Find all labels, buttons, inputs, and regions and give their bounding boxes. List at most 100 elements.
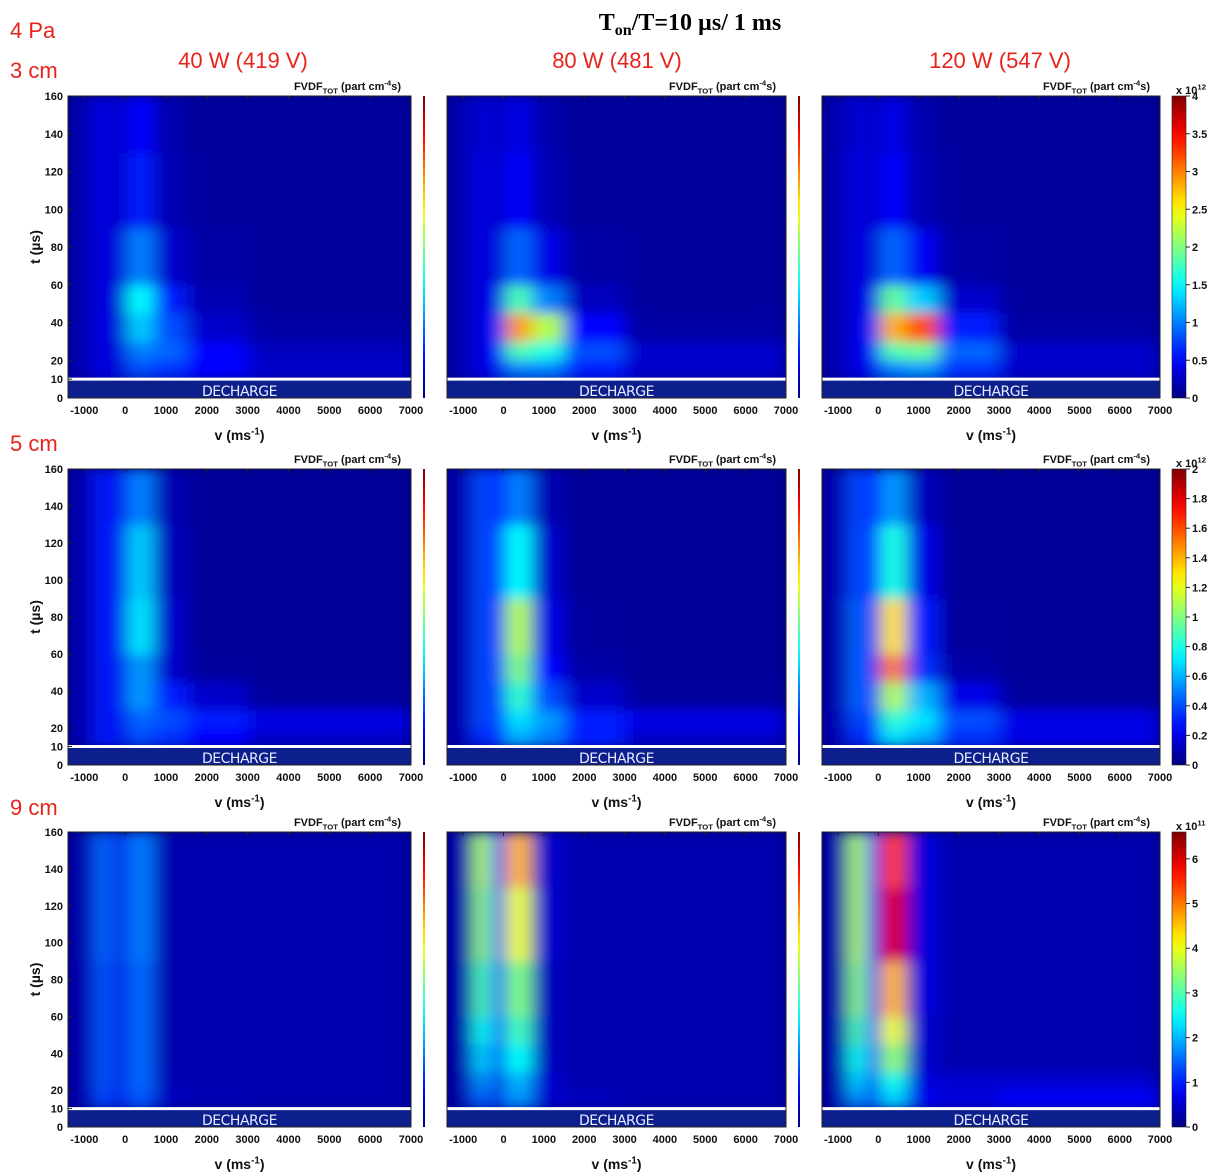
x-axis-label-part: -1 bbox=[628, 1155, 637, 1166]
heatmap-cell bbox=[94, 96, 114, 154]
heatmap-cell bbox=[473, 341, 492, 361]
heatmap-cell bbox=[473, 524, 492, 599]
heatmap-cell bbox=[906, 1090, 940, 1110]
x-tick-label: 2000 bbox=[572, 1134, 596, 1146]
heatmap-cell bbox=[127, 228, 155, 286]
heatmap-cell bbox=[822, 961, 849, 1017]
heatmap-cell bbox=[938, 228, 1000, 286]
heatmap-cell bbox=[531, 961, 565, 1017]
heatmap-cell bbox=[153, 1044, 187, 1073]
y-tick-label: 160 bbox=[45, 91, 63, 103]
heatmap-cell bbox=[94, 654, 114, 683]
heatmap-cell bbox=[866, 360, 881, 380]
heatmap-cell bbox=[848, 654, 867, 683]
x-tick-label: 7000 bbox=[1148, 405, 1172, 417]
heatmap-cell bbox=[564, 341, 626, 361]
heatmap-cell bbox=[473, 152, 492, 229]
colorbar-scale-part: 12 bbox=[1197, 83, 1206, 92]
heatmap-cell bbox=[880, 832, 907, 888]
x-tick-label: 1000 bbox=[532, 405, 556, 417]
colorbar-label-part: (part cm bbox=[1087, 81, 1134, 93]
heatmap-cell bbox=[153, 152, 187, 229]
heatmap-cell bbox=[153, 341, 187, 361]
heatmap-cell bbox=[505, 1090, 533, 1110]
x-tick-label: -1000 bbox=[824, 772, 852, 784]
heatmap-cell bbox=[505, 284, 533, 314]
heatmap-cell bbox=[564, 961, 626, 1017]
heatmap-cell bbox=[880, 681, 907, 710]
heatmap-cell bbox=[880, 524, 907, 599]
plot-frame bbox=[446, 95, 787, 399]
colorbar-tick-label: 0.4 bbox=[1192, 701, 1208, 713]
x-tick-label: 2000 bbox=[195, 405, 219, 417]
x-tick-label: 7000 bbox=[1148, 772, 1172, 784]
heatmap-cell bbox=[999, 728, 1160, 747]
heatmap-cell bbox=[505, 313, 533, 342]
heatmap-cell bbox=[848, 284, 867, 314]
colorbar-tick-label: 0 bbox=[1192, 1122, 1198, 1134]
colorbar-tick-label: 2 bbox=[1192, 1033, 1198, 1045]
heatmap-cell bbox=[866, 96, 881, 154]
y-tick-label: 120 bbox=[45, 901, 63, 913]
colorbar-label-part: -4 bbox=[759, 815, 767, 824]
x-axis-label-part: v (ms bbox=[592, 1156, 629, 1172]
heatmap-cell bbox=[564, 1044, 626, 1073]
x-tick-label: 5000 bbox=[317, 772, 341, 784]
heatmap-cell bbox=[866, 709, 881, 729]
colorbar-label-part: TOT bbox=[698, 86, 714, 95]
y-tick-label: 0 bbox=[57, 760, 63, 772]
heatmap-cell bbox=[112, 887, 128, 962]
y-tick-label: 160 bbox=[45, 464, 63, 476]
x-tick-label: 6000 bbox=[733, 405, 757, 417]
heatmap-cell bbox=[848, 469, 867, 525]
x-tick-label: 6000 bbox=[358, 772, 382, 784]
heatmap-cell bbox=[127, 524, 155, 599]
x-tick-label: 2000 bbox=[947, 405, 971, 417]
heatmap-cell bbox=[186, 341, 249, 361]
heatmap-cell bbox=[127, 654, 155, 683]
colorbar-label: FVDFTOT (part cm-4s) bbox=[294, 452, 401, 469]
colorbar-label-part: s) bbox=[1140, 81, 1150, 93]
heatmap-cell bbox=[112, 728, 128, 747]
heatmap-cell bbox=[505, 524, 533, 599]
heatmap-cell bbox=[866, 832, 881, 888]
colorbar-tick-label: 0 bbox=[1192, 393, 1198, 405]
heatmap-cell bbox=[848, 96, 867, 154]
colorbar-label-part: s) bbox=[1140, 454, 1150, 466]
discharge-band bbox=[68, 379, 411, 398]
x-axis-label-part: v (ms bbox=[215, 1156, 252, 1172]
heatmap-cell bbox=[153, 96, 187, 154]
heatmap-cell bbox=[624, 887, 786, 962]
x-tick-label: 7000 bbox=[1148, 1134, 1172, 1146]
heatmap-cell bbox=[68, 152, 96, 229]
heatmap-cell bbox=[112, 1090, 128, 1110]
x-axis-label-part: ) bbox=[637, 427, 642, 443]
colorbar-label-part: TOT bbox=[698, 822, 714, 831]
heatmap-cell bbox=[999, 1071, 1160, 1091]
heatmap-cell bbox=[473, 1071, 492, 1091]
heatmap-cell bbox=[473, 313, 492, 342]
x-tick-label: 0 bbox=[122, 1134, 128, 1146]
heatmap-cell bbox=[531, 284, 565, 314]
heatmap-cell bbox=[491, 709, 507, 729]
heatmap-cell bbox=[822, 360, 849, 380]
heatmap-cell bbox=[822, 1016, 849, 1045]
heatmap-cell bbox=[186, 1016, 249, 1045]
heatmap-cell bbox=[880, 313, 907, 342]
heatmap-cell bbox=[906, 524, 940, 599]
x-axis-label-part: ) bbox=[1011, 1156, 1016, 1172]
heatmap-cell bbox=[94, 832, 114, 888]
heatmap-cell bbox=[127, 313, 155, 342]
plot-frame bbox=[821, 468, 1161, 766]
heatmap-cell bbox=[186, 360, 249, 380]
heatmap-cell bbox=[186, 524, 249, 599]
x-tick-label: 4000 bbox=[1027, 772, 1051, 784]
plot-area: DECHARGE bbox=[447, 469, 786, 765]
heatmap-cell bbox=[624, 1071, 786, 1091]
plot-area: DECHARGE bbox=[68, 469, 411, 765]
x-tick-label: 3000 bbox=[235, 1134, 259, 1146]
y-tick-label: 10 bbox=[51, 742, 63, 754]
colorbar-tick-label: 1 bbox=[1192, 318, 1198, 330]
panel: DECHARGE -1000 0 1000 2000 3000 4000 5000 6000 70… bbox=[821, 79, 1207, 443]
heatmap-cell bbox=[247, 228, 411, 286]
